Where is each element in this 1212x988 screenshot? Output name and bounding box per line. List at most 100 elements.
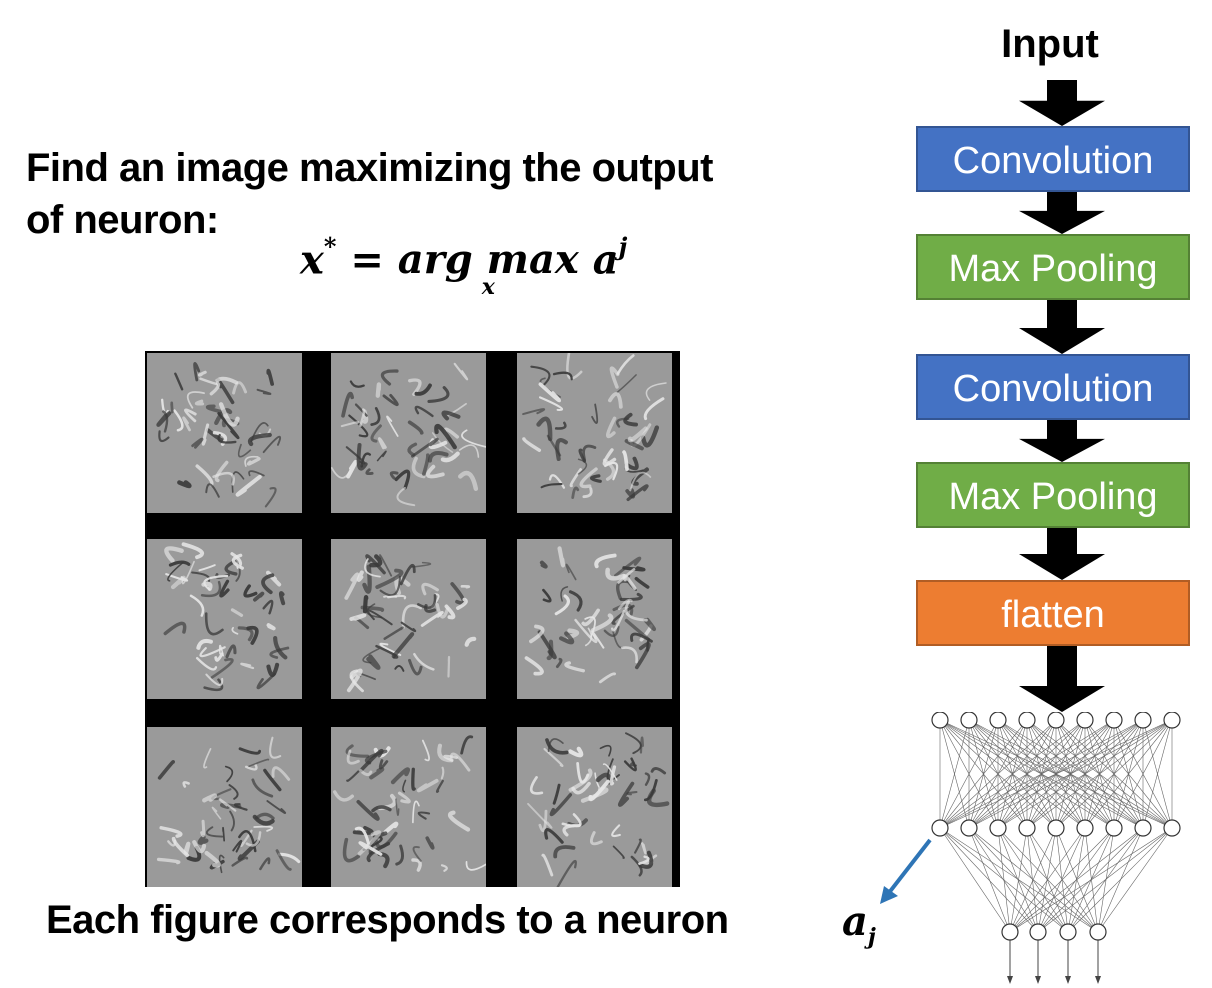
texture-stroke <box>352 825 374 836</box>
texture-stroke <box>259 857 271 871</box>
texture-stroke <box>364 749 388 765</box>
texture-stroke <box>253 825 274 832</box>
connection <box>939 719 1115 829</box>
texture-stroke <box>198 564 216 572</box>
texture-stroke <box>638 850 654 869</box>
texture-stroke <box>345 446 366 465</box>
texture-stroke <box>214 460 229 483</box>
texture-stroke <box>397 791 411 804</box>
texture-stroke <box>566 353 583 380</box>
texture-stroke <box>395 844 405 866</box>
texture-stroke <box>569 468 582 488</box>
texture-stroke <box>184 408 197 423</box>
texture-stroke <box>577 458 588 475</box>
texture-stroke <box>346 668 363 693</box>
texture-stroke <box>554 421 567 430</box>
texture-stroke <box>630 855 643 877</box>
texture-stroke <box>582 444 597 462</box>
texture-stroke <box>196 638 213 650</box>
texture-stroke <box>348 414 369 438</box>
texture-stroke <box>460 735 474 755</box>
texture-stroke <box>460 585 471 589</box>
texture-stroke <box>181 542 205 560</box>
texture-stroke <box>360 452 372 468</box>
texture-stroke <box>542 588 552 603</box>
texture-stroke <box>277 852 301 864</box>
texture-stroke <box>203 574 229 591</box>
texture-stroke <box>156 857 181 865</box>
connection <box>968 827 1011 933</box>
texture-stroke <box>174 372 184 391</box>
texture-stroke <box>231 626 239 635</box>
texture-stroke <box>211 806 222 820</box>
texture-stroke <box>461 429 486 448</box>
texture-stroke <box>440 766 445 780</box>
texture-stroke <box>539 560 548 569</box>
texture-stroke <box>571 486 580 499</box>
texture-stroke <box>204 612 224 636</box>
flow-arrow-shape <box>1019 420 1105 462</box>
neuron-node-layer-3 <box>1029 923 1047 941</box>
connection <box>1009 827 1028 933</box>
connection <box>939 827 1011 933</box>
texture-stroke <box>383 626 404 640</box>
connection <box>1142 719 1173 829</box>
texture-stroke <box>443 754 459 762</box>
flow-arrow-shape <box>1019 192 1105 234</box>
texture-stroke <box>246 625 259 645</box>
neuron-node-layer-3 <box>1001 923 1019 941</box>
texture-stroke <box>342 837 361 863</box>
texture-stroke <box>379 554 393 577</box>
layer-4-pool: Max Pooling <box>916 462 1190 528</box>
texture-stroke <box>425 464 445 479</box>
texture-stroke <box>224 765 234 783</box>
flow-arrow-2 <box>1019 192 1105 234</box>
connection <box>939 719 1144 829</box>
texture-stroke <box>396 486 416 507</box>
texture-stroke <box>554 594 570 616</box>
texture-stroke <box>527 802 553 829</box>
texture-stroke <box>346 459 358 479</box>
neuron-figure <box>147 727 302 887</box>
neuron-figure-texture <box>156 736 301 874</box>
texture-stroke <box>402 779 407 793</box>
texture-stroke <box>264 487 277 508</box>
texture-stroke <box>643 397 665 421</box>
texture-stroke <box>230 608 244 617</box>
flow-arrow-shape <box>1019 646 1105 712</box>
texture-stroke <box>214 652 224 662</box>
neuron-node-layer-2 <box>989 819 1007 837</box>
texture-stroke <box>568 746 584 758</box>
texture-stroke <box>538 396 563 411</box>
texture-stroke <box>417 594 437 609</box>
texture-stroke <box>420 610 444 627</box>
texture-stroke <box>553 845 576 859</box>
texture-stroke <box>362 647 380 664</box>
texture-stroke <box>365 468 374 476</box>
texture-stroke <box>170 401 174 414</box>
neuron-node-layer-1 <box>1105 712 1123 729</box>
texture-stroke <box>407 420 424 435</box>
texture-stroke <box>568 590 583 612</box>
texture-stroke <box>382 393 399 407</box>
texture-stroke <box>212 471 235 486</box>
texture-stroke <box>275 849 292 871</box>
texture-stroke <box>536 416 553 442</box>
flow-arrow-shape <box>1019 528 1105 580</box>
texture-stroke <box>618 781 635 807</box>
texture-stroke <box>158 430 170 443</box>
texture-stroke <box>378 759 389 770</box>
texture-stroke <box>555 657 563 669</box>
neuron-figure-texture <box>524 546 657 684</box>
texture-stroke <box>590 613 614 633</box>
texture-stroke <box>379 575 401 597</box>
texture-stroke <box>544 828 564 844</box>
texture-stroke <box>163 621 187 636</box>
texture-stroke <box>203 748 212 769</box>
layer-2-pool: Max Pooling <box>916 234 1190 300</box>
neuron-node-layer-1 <box>960 712 978 729</box>
texture-stroke <box>623 412 639 427</box>
texture-stroke <box>246 457 261 466</box>
texture-stroke <box>358 768 373 777</box>
connection <box>1097 827 1115 933</box>
